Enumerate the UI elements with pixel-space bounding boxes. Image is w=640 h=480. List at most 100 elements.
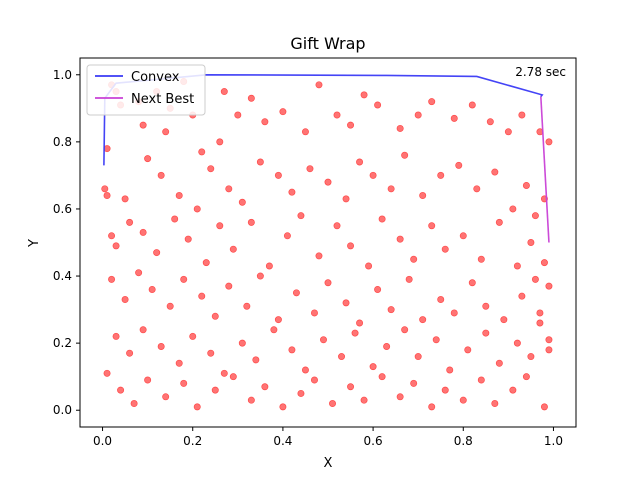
data-point [405,275,413,283]
data-point [216,138,224,146]
data-point [207,165,215,173]
data-point [297,389,305,397]
data-point [297,212,305,220]
data-point [130,400,138,408]
data-point [509,386,517,394]
data-point [536,319,544,327]
x-tick-label: 0.4 [273,434,292,448]
data-point [500,316,508,324]
data-point [198,292,206,300]
y-tick-label: 0.2 [53,336,72,350]
data-point [247,396,255,404]
data-point [108,232,116,240]
data-point [545,282,553,290]
data-point [324,279,332,287]
data-point [455,161,463,169]
data-point [274,171,282,179]
data-point [356,158,364,166]
data-point [148,285,156,293]
data-point [378,373,386,381]
data-point [464,346,472,354]
data-point [279,108,287,116]
data-point [450,114,458,122]
data-point [513,262,521,270]
y-tick-label: 0.6 [53,202,72,216]
data-point [540,259,548,267]
legend: Convex Next Best [86,64,206,116]
data-point [139,121,147,129]
x-axis-label: X [324,456,333,471]
data-point [428,98,436,106]
data-point [495,218,503,226]
data-point [315,252,323,260]
data-point [121,195,129,203]
axes-frame [79,57,577,428]
y-tick-label: 1.0 [53,68,72,82]
data-point [207,349,215,357]
data-point [414,111,422,119]
data-point [450,309,458,317]
data-point [162,393,170,401]
data-point [504,128,512,136]
data-point [342,195,350,203]
data-point [509,205,517,213]
data-point [315,81,323,89]
data-point [401,326,409,334]
data-point [198,148,206,156]
data-point [112,242,120,250]
data-point [522,181,530,189]
data-point [103,369,111,377]
data-point [225,282,233,290]
data-point [306,165,314,173]
data-point [135,269,143,277]
data-point [369,363,377,371]
timing-annotation: 2.78 sec [515,65,566,79]
legend-label-next-best: Next Best [131,92,194,107]
data-point [139,228,147,236]
data-point [419,192,427,200]
data-point [428,403,436,411]
data-point [333,222,341,230]
data-point [256,158,264,166]
data-point [356,319,364,327]
data-point [522,373,530,381]
data-point [270,326,278,334]
data-point [247,218,255,226]
data-point [459,232,467,240]
data-point [347,121,355,129]
data-point [410,255,418,263]
data-point [441,245,449,253]
y-tick-label: 0.0 [53,403,72,417]
data-point [324,178,332,186]
data-point [216,222,224,230]
data-point [234,111,242,119]
data-point [189,332,197,340]
data-point [175,359,183,367]
data-point [238,198,246,206]
data-point [101,185,109,193]
data-point [477,376,485,384]
data-point [202,259,210,267]
data-point [333,111,341,119]
data-point [238,339,246,347]
data-point [193,205,201,213]
data-point [495,359,503,367]
data-point [256,272,264,280]
data-point [360,396,368,404]
data-point [347,383,355,391]
data-point [184,235,192,243]
x-tick-label: 0.6 [364,434,383,448]
data-point [310,376,318,384]
data-point [527,239,535,247]
series-line-next-best [540,96,550,243]
data-point [473,185,481,193]
data-point [347,242,355,250]
data-point [117,386,125,394]
data-point [491,168,499,176]
data-point [513,339,521,347]
data-point [468,279,476,287]
data-point [536,309,544,317]
data-point [220,369,228,377]
